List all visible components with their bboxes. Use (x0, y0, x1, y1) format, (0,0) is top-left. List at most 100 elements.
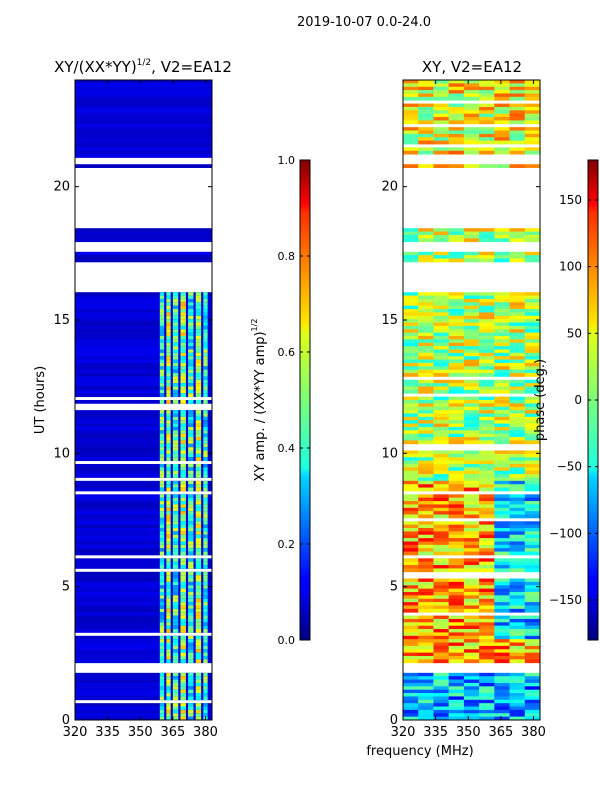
heatmap-row (75, 110, 212, 115)
heatmap-cell (188, 558, 194, 563)
heatmap-cell (203, 507, 208, 512)
heatmap-cell (463, 565, 480, 569)
heatmap-row (75, 480, 212, 485)
heatmap-cell (159, 501, 165, 505)
heatmap-cell (479, 538, 495, 542)
heatmap-cell (418, 231, 434, 236)
heatmap-cell (463, 90, 480, 94)
heatmap-cell (494, 255, 511, 259)
heatmap-cell (509, 524, 526, 529)
heatmap-cell (203, 366, 208, 371)
heatmap-cell (463, 413, 480, 418)
heatmap-cell (159, 595, 165, 600)
heatmap-cell (479, 457, 495, 462)
heatmap-cell (433, 618, 450, 623)
heatmap-cell (166, 592, 171, 596)
heatmap-cell (203, 393, 208, 398)
heatmap-cell (433, 558, 450, 563)
heatmap-cell (524, 565, 540, 569)
phase-colorbar-label: phase (deg.) (533, 359, 548, 441)
heatmap-cell (172, 474, 179, 478)
heatmap-cell (203, 325, 208, 330)
heatmap-cell (509, 406, 526, 411)
heatmap-cell (494, 86, 511, 91)
heatmap-cell (509, 369, 526, 374)
heatmap-cell (463, 255, 480, 259)
heatmap-cell (479, 558, 495, 563)
heatmap-cell (433, 329, 450, 334)
heatmap-cell (403, 625, 419, 630)
heatmap-cell (403, 150, 419, 155)
heatmap-cell (180, 575, 186, 579)
heatmap-cell (166, 319, 171, 323)
heatmap-cell (524, 238, 540, 243)
heatmap-cell (159, 440, 165, 445)
heatmap-cell (203, 524, 208, 529)
heatmap-cell (524, 312, 540, 317)
x-tick-label: 365 (488, 725, 513, 740)
heatmap-cell (524, 356, 540, 360)
heatmap-cell (166, 514, 171, 519)
heatmap-cell (403, 561, 419, 566)
heatmap-cell (418, 689, 434, 694)
colorbar-tick-label: −150 (549, 593, 582, 607)
heatmap-cell (433, 501, 450, 505)
heatmap-cell (433, 127, 450, 131)
x-tick-label: 380 (521, 725, 546, 740)
heatmap-cell (159, 487, 165, 492)
heatmap-cell (479, 541, 495, 546)
heatmap-cell (418, 90, 434, 94)
heatmap-cell (195, 693, 202, 697)
heatmap-cell (524, 410, 540, 414)
heatmap-cell (433, 312, 450, 317)
heatmap-cell (188, 649, 194, 654)
heatmap-cell (418, 457, 434, 462)
heatmap-cell (159, 551, 165, 556)
heatmap-cell (166, 457, 171, 462)
heatmap-cell (172, 517, 179, 522)
heatmap-cell (509, 150, 526, 155)
heatmap-cell (159, 494, 165, 499)
heatmap-row (75, 389, 212, 394)
heatmap-cell (188, 511, 194, 515)
heatmap-cell (509, 706, 526, 711)
heatmap-cell (180, 706, 186, 711)
colorbar-tick-label: 50 (567, 326, 582, 340)
heatmap-cell (494, 305, 511, 310)
heatmap-cell (159, 538, 165, 542)
heatmap-cell (433, 568, 450, 573)
heatmap-cell (403, 689, 419, 694)
heatmap-row (75, 410, 212, 414)
heatmap-cell (418, 433, 434, 438)
heatmap-cell (433, 346, 450, 350)
heatmap-cell (494, 389, 511, 394)
heatmap-cell (418, 228, 434, 232)
heatmap-cell (524, 147, 540, 152)
heatmap-cell (463, 629, 480, 633)
heatmap-cell (172, 309, 179, 313)
heatmap-cell (403, 709, 419, 714)
heatmap-cell (403, 403, 419, 408)
heatmap-cell (448, 598, 465, 603)
heatmap-row (75, 386, 212, 391)
heatmap-row (75, 612, 212, 616)
heatmap-cell (524, 117, 540, 121)
heatmap-cell (524, 86, 540, 91)
heatmap-cell (418, 581, 434, 586)
heatmap-cell (494, 625, 511, 630)
heatmap-row (75, 497, 212, 502)
x-tick-label: 380 (193, 725, 218, 740)
heatmap-cell (524, 113, 540, 118)
heatmap-cell (172, 605, 179, 610)
heatmap-cell (463, 319, 480, 323)
heatmap-cell (188, 309, 194, 313)
heatmap-cell (509, 649, 526, 654)
heatmap-cell (195, 393, 202, 398)
heatmap-cell (524, 120, 540, 125)
heatmap-cell (180, 453, 186, 458)
heatmap-cell (195, 578, 202, 583)
heatmap-cell (524, 406, 540, 411)
heatmap-cell (418, 659, 434, 664)
heatmap-cell (403, 342, 419, 347)
heatmap-cell (403, 140, 419, 145)
